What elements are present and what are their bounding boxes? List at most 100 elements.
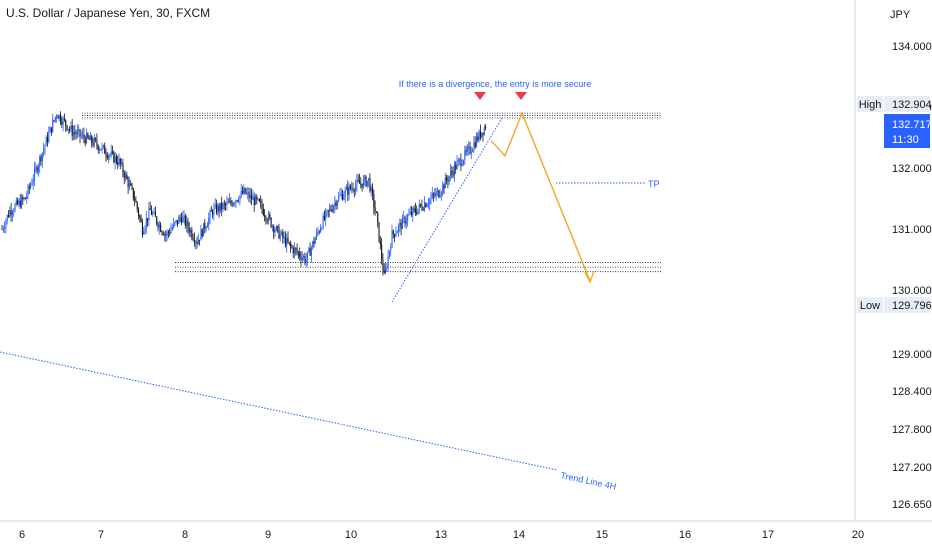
candle-body: [247, 192, 249, 194]
time-tick-label: 7: [98, 529, 104, 541]
candle-body: [149, 208, 151, 210]
candle-body: [147, 217, 149, 221]
candle-body: [71, 125, 73, 136]
candle-body: [204, 223, 206, 229]
candle-body: [325, 211, 327, 220]
candle-body: [443, 184, 445, 189]
candle-body: [281, 232, 283, 235]
candle-body: [5, 220, 7, 228]
candle-body: [431, 193, 433, 198]
candle-body: [372, 187, 374, 195]
candle-body: [269, 214, 271, 218]
candle-body: [223, 203, 225, 205]
candle-body: [408, 214, 410, 216]
trend-line-4h-label: Trend Line 4H: [560, 470, 618, 492]
candle-body: [342, 194, 344, 200]
candle-body: [448, 176, 450, 182]
candle-body: [353, 190, 355, 192]
candle-body: [265, 216, 267, 221]
candle-body: [355, 185, 357, 192]
candle-body: [32, 179, 34, 184]
candle-body: [192, 237, 194, 240]
candle-body: [400, 222, 402, 229]
candle-body: [421, 205, 423, 210]
candle-body: [407, 215, 409, 221]
candle-body: [398, 225, 400, 232]
candle-body: [295, 248, 297, 250]
candle-body: [359, 180, 361, 184]
candle-body: [478, 130, 480, 141]
candle-body: [186, 220, 188, 226]
time-tick-label: 16: [679, 529, 691, 541]
trend-line-4h: [0, 351, 558, 471]
candle-body: [320, 228, 322, 232]
candle-body: [114, 156, 116, 163]
time-tick-label: 20: [852, 529, 864, 541]
candle-body: [178, 217, 180, 224]
candle-body: [433, 193, 435, 195]
candle-body: [264, 215, 266, 217]
candle-body: [261, 202, 263, 209]
candle-body: [63, 118, 65, 120]
candle-body: [323, 215, 325, 220]
candle-body: [378, 222, 380, 242]
candle-body: [453, 164, 455, 176]
candle-body: [455, 164, 457, 170]
candle-body: [102, 145, 104, 147]
candle-body: [6, 215, 8, 221]
candle-body: [279, 234, 281, 239]
candle-body: [179, 217, 181, 219]
candle-body: [4, 227, 6, 229]
candle-body: [464, 150, 466, 161]
candle-body: [144, 227, 146, 232]
candle-body: [157, 223, 159, 228]
candle-body: [174, 221, 176, 223]
time-tick-label: 14: [513, 529, 525, 541]
candle-body: [399, 222, 401, 226]
candle-body: [273, 226, 275, 233]
candle-body: [274, 230, 276, 233]
candle-body: [11, 212, 13, 215]
candle-body: [17, 200, 19, 205]
candle-body: [27, 186, 29, 196]
candle-body: [106, 155, 108, 158]
candle-body: [483, 127, 485, 135]
candle-body: [232, 203, 234, 206]
candle-body: [244, 187, 246, 194]
candle-body: [10, 210, 12, 215]
candle-body: [122, 162, 124, 173]
candle-body: [153, 211, 155, 214]
time-tick-label: 17: [762, 529, 774, 541]
candle-body: [291, 246, 293, 248]
candle-body: [197, 239, 199, 245]
candle-body: [199, 239, 201, 241]
candle-body: [112, 151, 114, 153]
candle-body: [442, 184, 444, 193]
candle-body: [466, 148, 468, 152]
candle-body: [476, 136, 478, 147]
candle-body: [307, 251, 309, 260]
candle-body: [52, 120, 54, 132]
candle-body: [21, 197, 23, 208]
candle-body: [216, 204, 218, 213]
candle-body: [255, 196, 257, 205]
candle-body: [346, 187, 348, 190]
candle-body: [70, 125, 72, 130]
candle-body: [89, 135, 91, 140]
candle-body: [95, 138, 97, 140]
candle-body: [461, 163, 463, 166]
candle-body: [87, 133, 89, 138]
candle-body: [167, 231, 169, 233]
candle-body: [24, 197, 26, 200]
candle-body: [326, 210, 328, 212]
candle-body: [382, 259, 384, 271]
candle-body: [377, 212, 379, 223]
high-tag: High: [859, 99, 882, 111]
currency-label: JPY: [890, 9, 911, 21]
candle-body: [219, 202, 221, 211]
candle-body: [368, 178, 370, 181]
candle-body: [40, 156, 42, 162]
candle-body: [104, 145, 106, 154]
candle-body: [439, 195, 441, 198]
